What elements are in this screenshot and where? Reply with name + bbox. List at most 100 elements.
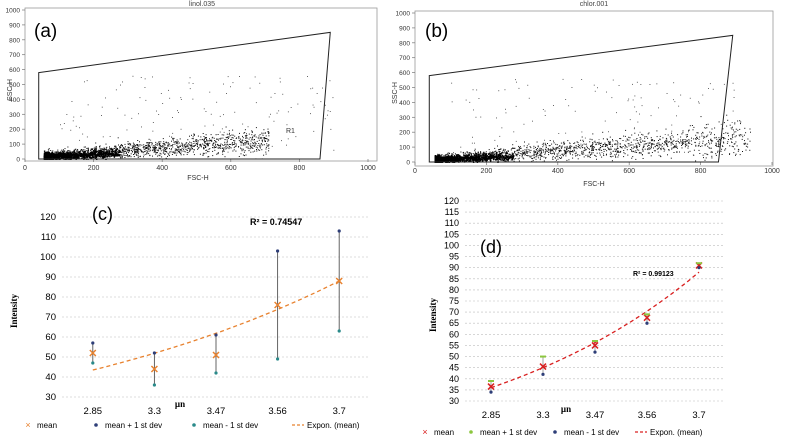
event-dot <box>63 153 66 155</box>
event-dot <box>550 148 552 150</box>
event-dot <box>75 125 77 127</box>
event-dot <box>196 141 198 142</box>
event-dot <box>232 144 234 145</box>
event-dot <box>121 155 123 157</box>
event-dot <box>672 136 674 138</box>
event-dot <box>702 142 704 144</box>
event-dot <box>229 132 230 134</box>
event-dot <box>513 152 515 154</box>
event-dot <box>208 156 210 158</box>
event-dot <box>264 139 266 141</box>
event-dot <box>681 144 683 145</box>
event-dot <box>643 143 645 145</box>
event-dot <box>128 148 130 150</box>
event-dot <box>228 130 230 132</box>
event-dot <box>175 154 177 156</box>
event-dot <box>69 152 72 154</box>
event-dot <box>228 146 230 147</box>
event-dot <box>270 113 271 115</box>
event-dot <box>180 152 182 154</box>
event-dot <box>477 153 479 155</box>
event-dot <box>580 139 582 141</box>
event-dot <box>718 141 720 143</box>
event-dot <box>213 137 215 139</box>
event-dot <box>75 148 77 150</box>
event-dot <box>100 151 102 154</box>
event-dot <box>585 143 587 145</box>
event-dot <box>158 141 160 143</box>
event-dot <box>134 153 135 155</box>
event-dot <box>617 147 619 149</box>
event-dot <box>110 148 112 150</box>
event-dot <box>84 81 85 83</box>
event-dot <box>91 154 93 156</box>
event-dot <box>290 107 292 108</box>
event-dot <box>668 141 669 143</box>
event-dot <box>742 151 743 152</box>
event-dot <box>261 141 263 143</box>
event-dot <box>143 154 145 156</box>
event-dot <box>286 144 287 146</box>
event-dot <box>670 144 672 146</box>
event-dot <box>120 144 122 146</box>
event-dot <box>687 151 689 153</box>
event-dot <box>74 155 77 158</box>
event-dot <box>203 147 205 148</box>
event-dot <box>128 150 130 152</box>
event-dot <box>265 146 267 148</box>
event-dot <box>559 149 561 151</box>
event-dot <box>267 145 269 147</box>
event-dot <box>483 151 485 153</box>
event-dot <box>591 148 593 150</box>
event-dot <box>701 133 703 135</box>
event-dot <box>473 153 475 155</box>
event-dot <box>590 154 591 156</box>
event-dot <box>85 155 87 157</box>
event-dot <box>51 153 53 155</box>
event-dot <box>448 155 450 157</box>
event-dot <box>676 140 678 142</box>
event-dot <box>548 145 550 147</box>
event-dot <box>243 143 245 144</box>
event-dot <box>636 145 638 147</box>
event-dot <box>610 143 611 145</box>
event-dot <box>264 140 266 142</box>
event-dot <box>249 137 251 139</box>
event-dot <box>582 144 583 146</box>
event-dot <box>656 148 658 150</box>
event-dot <box>170 149 172 151</box>
event-dot <box>594 140 596 142</box>
event-dot <box>225 126 227 128</box>
event-dot <box>749 140 751 142</box>
event-dot <box>228 148 230 150</box>
event-dot <box>61 154 63 156</box>
event-dot <box>174 150 176 152</box>
event-dot <box>526 149 528 151</box>
event-dot <box>610 151 612 153</box>
event-dot <box>105 152 108 155</box>
y-tick-label: 1000 <box>6 8 21 15</box>
event-dot <box>52 154 54 157</box>
event-dot <box>265 148 267 150</box>
event-dot <box>259 134 261 136</box>
event-dot <box>220 137 222 139</box>
event-dot <box>206 143 208 145</box>
event-dot <box>695 145 697 147</box>
event-dot <box>673 147 675 149</box>
event-dot <box>657 142 659 144</box>
event-dot <box>232 137 234 139</box>
event-dot <box>670 157 672 159</box>
event-dot <box>193 133 195 135</box>
event-dot <box>556 153 558 155</box>
event-dot <box>597 142 599 144</box>
event-dot <box>663 147 665 149</box>
event-dot <box>87 152 89 154</box>
event-dot <box>239 140 241 142</box>
event-dot <box>175 150 177 152</box>
event-dot <box>538 149 540 151</box>
event-dot <box>448 156 450 158</box>
event-dot <box>169 151 171 153</box>
event-dot <box>156 147 157 149</box>
event-dot <box>565 153 567 155</box>
